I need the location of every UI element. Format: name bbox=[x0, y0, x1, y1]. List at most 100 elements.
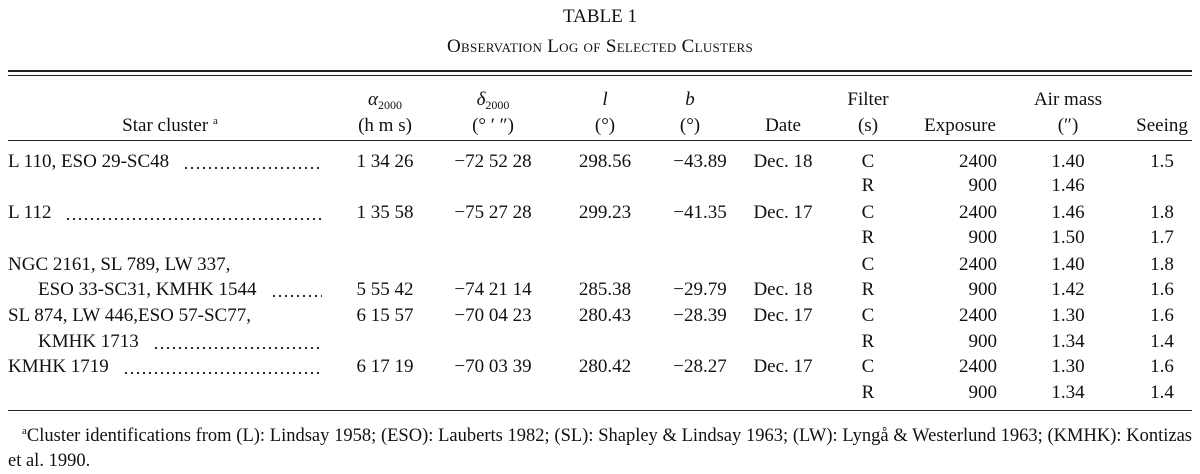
seeing-cell: 1.6 bbox=[1150, 305, 1174, 326]
note-mark: a bbox=[212, 115, 218, 127]
leader-dots bbox=[65, 202, 322, 220]
header-cell: (° ′ ″) bbox=[472, 115, 514, 136]
airmass-cell: 1.30 bbox=[1051, 356, 1085, 377]
exposure-cell: 2400 bbox=[959, 356, 997, 377]
seeing-cell: 1.5 bbox=[1150, 151, 1174, 172]
filter-cell: C bbox=[861, 151, 875, 172]
dec-cell: −70 04 23 bbox=[454, 305, 532, 326]
note-mark: a bbox=[22, 425, 27, 437]
top-rule bbox=[8, 75, 1192, 76]
filter-cell: C bbox=[861, 254, 875, 275]
table-title: TABLE 1 bbox=[563, 6, 637, 27]
table-subtitle: Observation Log of Selected Clusters bbox=[446, 36, 754, 57]
filter-cell: R bbox=[861, 279, 875, 300]
cluster-name: KMHK 1713 bbox=[38, 331, 139, 352]
ra-cell: 6 15 57 bbox=[356, 305, 414, 326]
exposure-cell: 2400 bbox=[959, 151, 997, 172]
airmass-cell: 1.34 bbox=[1051, 331, 1085, 352]
exposure-cell: 900 bbox=[968, 175, 998, 196]
symbol: l bbox=[602, 89, 608, 110]
symbol: b bbox=[685, 89, 695, 110]
seeing-cell: 1.8 bbox=[1150, 202, 1174, 223]
date-cell: Dec. 18 bbox=[753, 151, 813, 172]
top-rule bbox=[8, 70, 1192, 72]
header-cell: (″) bbox=[1057, 115, 1079, 136]
exposure-cell: 900 bbox=[968, 331, 998, 352]
symbol: δ bbox=[476, 89, 486, 110]
header-cell: Seeing bbox=[1136, 115, 1188, 136]
airmass-cell: 1.46 bbox=[1051, 175, 1085, 196]
header-text: Star cluster bbox=[122, 115, 209, 136]
date-cell: Dec. 17 bbox=[753, 202, 813, 223]
dec-cell: −74 21 14 bbox=[454, 279, 532, 300]
seeing-cell: 1.4 bbox=[1150, 382, 1174, 403]
header-cell: (°) bbox=[594, 115, 616, 136]
header-rule bbox=[8, 140, 1192, 141]
exposure-cell: 900 bbox=[968, 227, 998, 248]
l-cell: 280.43 bbox=[578, 305, 632, 326]
header-cell: Date bbox=[765, 115, 801, 136]
cluster-cell: L 110, ESO 29-SC48 bbox=[8, 151, 322, 173]
header-cell: Filter bbox=[847, 89, 889, 110]
header-cell: (°) bbox=[679, 115, 701, 136]
dec-cell: −72 52 28 bbox=[454, 151, 532, 172]
header-cell: l bbox=[602, 89, 607, 111]
cluster-name: L 112 bbox=[8, 202, 52, 223]
filter-cell: R bbox=[861, 382, 875, 403]
header-cell: α2000 bbox=[368, 89, 402, 111]
seeing-cell: 1.4 bbox=[1150, 331, 1174, 352]
subscript: 2000 bbox=[377, 98, 402, 112]
airmass-cell: 1.40 bbox=[1051, 151, 1085, 172]
exposure-cell: 900 bbox=[968, 382, 998, 403]
filter-cell: C bbox=[861, 202, 875, 223]
cluster-cell: SL 874, LW 446,ESO 57-SC77, bbox=[8, 305, 322, 327]
cluster-name: SL 874, LW 446,ESO 57-SC77, bbox=[8, 305, 251, 326]
date-cell: Dec. 17 bbox=[753, 305, 813, 326]
leader-dots bbox=[122, 356, 322, 374]
airmass-cell: 1.42 bbox=[1051, 279, 1085, 300]
header-cell: Air mass bbox=[1033, 89, 1103, 110]
filter-cell: R bbox=[861, 175, 875, 196]
symbol: α bbox=[368, 89, 378, 110]
cluster-name: NGC 2161, SL 789, LW 337, bbox=[8, 254, 231, 275]
cluster-name: ESO 33-SC31, KMHK 1544 bbox=[38, 279, 257, 300]
dec-cell: −70 03 39 bbox=[454, 356, 532, 377]
footnote: aCluster identifications from (L): Linds… bbox=[8, 424, 1192, 474]
exposure-cell: 2400 bbox=[959, 202, 997, 223]
airmass-cell: 1.40 bbox=[1051, 254, 1085, 275]
leader-dots bbox=[152, 331, 322, 349]
airmass-cell: 1.30 bbox=[1051, 305, 1085, 326]
b-cell: −41.35 bbox=[673, 202, 727, 223]
b-cell: −28.39 bbox=[673, 305, 727, 326]
seeing-cell: 1.7 bbox=[1150, 227, 1174, 248]
cluster-cell: KMHK 1719 bbox=[8, 356, 322, 378]
b-cell: −29.79 bbox=[673, 279, 727, 300]
exposure-cell: 900 bbox=[968, 279, 998, 300]
footnote-text: Cluster identifications from (L): Lindsa… bbox=[8, 426, 1192, 471]
ra-cell: 1 34 26 bbox=[356, 151, 414, 172]
seeing-cell: 1.6 bbox=[1150, 279, 1174, 300]
l-cell: 285.38 bbox=[578, 279, 632, 300]
cluster-name: L 110, ESO 29-SC48 bbox=[8, 151, 170, 172]
seeing-cell: 1.6 bbox=[1150, 356, 1174, 377]
filter-cell: C bbox=[861, 356, 875, 377]
header-cell: δ2000 bbox=[477, 89, 510, 111]
date-cell: Dec. 18 bbox=[753, 279, 813, 300]
date-cell: Dec. 17 bbox=[753, 356, 813, 377]
exposure-cell: 2400 bbox=[959, 254, 997, 275]
leader-dots bbox=[183, 151, 322, 169]
leader-dots bbox=[270, 279, 322, 297]
ra-cell: 5 55 42 bbox=[356, 279, 414, 300]
header-cell: (h m s) bbox=[358, 115, 412, 136]
header-cell: Star cluster a bbox=[122, 115, 218, 137]
exposure-cell: 2400 bbox=[959, 305, 997, 326]
filter-cell: R bbox=[861, 227, 875, 248]
cluster-cell: NGC 2161, SL 789, LW 337, bbox=[8, 254, 322, 276]
ra-cell: 1 35 58 bbox=[356, 202, 414, 223]
dec-cell: −75 27 28 bbox=[454, 202, 532, 223]
airmass-cell: 1.50 bbox=[1051, 227, 1085, 248]
subscript: 2000 bbox=[485, 98, 510, 112]
cluster-cell: ESO 33-SC31, KMHK 1544 bbox=[38, 279, 322, 301]
header-cell: (s) bbox=[857, 115, 879, 136]
